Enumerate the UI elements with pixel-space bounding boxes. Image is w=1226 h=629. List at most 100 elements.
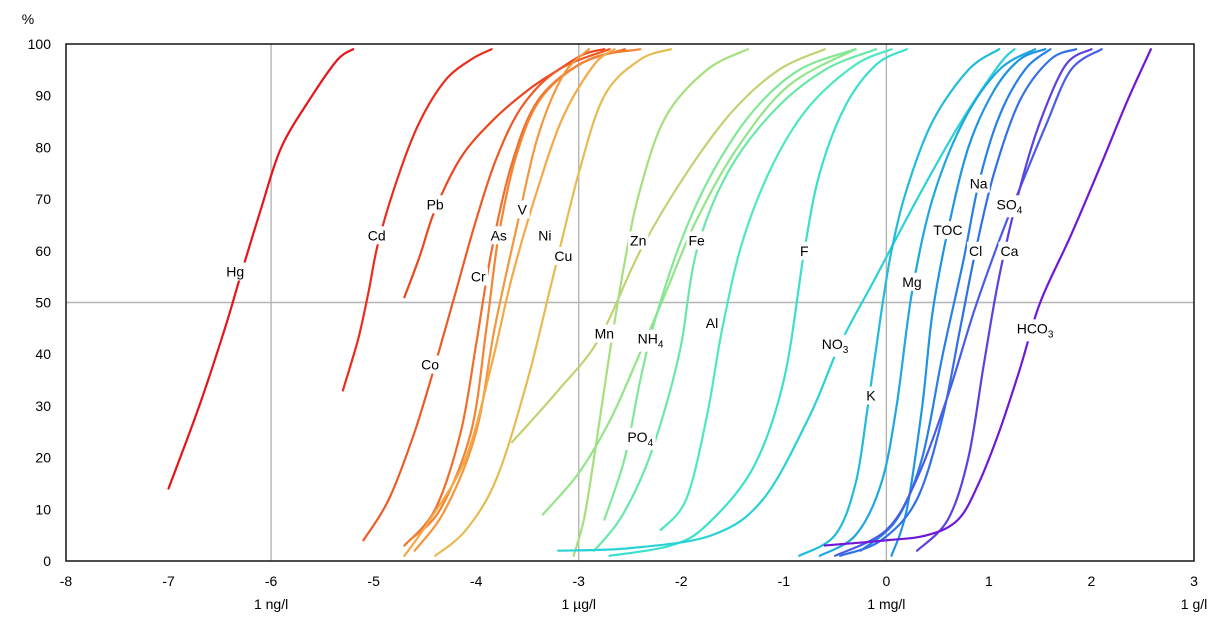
x-tick-label: -5: [367, 573, 380, 589]
y-tick-labels: 0 10 20 30 40 50 60 70 80 90 100: [28, 36, 52, 569]
series-label-text: SO4: [997, 196, 1023, 216]
series-line-cl: [839, 48, 1078, 557]
y-tick-label: 80: [35, 139, 51, 155]
x-unit-label: 1 µg/l: [561, 596, 596, 612]
series-label-v: V: [515, 200, 530, 219]
series-label-bg: [552, 246, 575, 265]
x-tick-label: -7: [162, 573, 175, 589]
series-label-text: NO3: [822, 336, 849, 356]
series-lines: [167, 48, 1152, 557]
series-label-bg: [625, 427, 656, 450]
series-label-bg: [819, 334, 851, 357]
y-tick-label: 30: [35, 398, 51, 414]
x-tick-label: -2: [675, 573, 688, 589]
series-label-k: K: [864, 386, 879, 405]
series-label-toc: TOC: [931, 221, 965, 240]
series-label-text: K: [866, 388, 876, 404]
x-tick-label: -8: [60, 573, 73, 589]
series-label-cr: Cr: [468, 267, 488, 286]
series-label-text: PO4: [627, 429, 653, 449]
series-label-cd: Cd: [365, 226, 388, 245]
series-line-zn: [572, 48, 749, 557]
series-label-f: F: [798, 241, 811, 260]
series-line-al: [659, 48, 893, 532]
series-line-na: [859, 48, 1052, 552]
series-line-ni: [403, 48, 616, 557]
series-label-text: As: [491, 227, 507, 243]
series-label-bg: [1014, 319, 1056, 342]
series-line-v: [413, 48, 591, 552]
x-tick-label: -6: [265, 573, 278, 589]
series-line-toc: [890, 48, 1047, 557]
x-unit-label: 1 mg/l: [867, 596, 905, 612]
series-label-text: Pb: [427, 196, 444, 212]
series-line-mg: [818, 48, 1037, 557]
series-label-ni: Ni: [536, 226, 554, 245]
series-label-text: TOC: [933, 222, 962, 238]
x-tick-label: -1: [778, 573, 791, 589]
y-tick-label: 0: [43, 553, 51, 569]
series-label-bg: [994, 195, 1025, 218]
series-label-bg: [488, 226, 509, 245]
series-label-text: Cr: [471, 269, 486, 285]
series-label-bg: [966, 241, 985, 260]
series-line-cu: [434, 48, 673, 557]
series-label-na: Na: [967, 174, 990, 193]
x-unit-label: 1 g/l: [1181, 596, 1207, 612]
series-label-text: Hg: [226, 263, 244, 279]
series-label-bg: [635, 329, 666, 352]
series-line-fe: [593, 48, 878, 552]
series-label-no3: NO3: [819, 334, 851, 357]
series-label-bg: [419, 355, 442, 374]
series-line-cd: [341, 48, 493, 392]
series-label-text: Zn: [630, 232, 646, 248]
series-label-text: Fe: [688, 232, 705, 248]
series-label-po4: PO4: [625, 427, 656, 450]
series-label-al: Al: [703, 314, 721, 333]
x-tick-label: -3: [573, 573, 586, 589]
series-label-bg: [703, 314, 721, 333]
series-label-text: Na: [970, 176, 988, 192]
series-line-mn: [511, 48, 826, 444]
series-label-ca: Ca: [998, 241, 1021, 260]
y-tick-label: 20: [35, 450, 51, 466]
series-label-fe: Fe: [686, 231, 708, 250]
series-label-text: F: [800, 243, 809, 259]
series-label-cu: Cu: [552, 246, 575, 265]
series-label-text: V: [518, 201, 528, 217]
x-tick-label: 1: [985, 573, 993, 589]
series-label-mn: Mn: [592, 324, 617, 343]
x-unit-labels: 1 ng/l 1 µg/l 1 mg/l 1 g/l: [254, 596, 1207, 612]
series-line-co: [362, 48, 611, 542]
series-label-hg: Hg: [224, 262, 247, 281]
x-tick-labels: -8 -7 -6 -5 -4 -3 -2 -1 0 1 2 3: [60, 573, 1198, 589]
series-label-pb: Pb: [424, 195, 446, 214]
series-label-bg: [864, 386, 879, 405]
series-label-bg: [224, 262, 247, 281]
series-line-pb: [403, 48, 606, 299]
series-line-po4: [541, 48, 857, 516]
x-unit-label: 1 ng/l: [254, 596, 288, 612]
series-label-cl: Cl: [966, 241, 985, 260]
series-label-bg: [424, 195, 446, 214]
plot-frame: [65, 43, 1195, 562]
series-line-hg: [167, 48, 355, 490]
y-tick-label: 70: [35, 191, 51, 207]
series-label-so4: SO4: [994, 195, 1025, 218]
y-tick-label: 10: [35, 501, 51, 517]
y-tick-label: 50: [35, 295, 51, 311]
series-label-text: Cd: [368, 227, 386, 243]
series-line-no3: [557, 48, 1016, 552]
series-label-text: Ca: [1000, 243, 1018, 259]
x-tick-label: 3: [1190, 573, 1198, 589]
series-label-text: Mn: [595, 326, 614, 342]
x-tick-label: 0: [882, 573, 890, 589]
series-label-text: Ni: [538, 227, 551, 243]
series-label-bg: [998, 241, 1021, 260]
series-label-text: Mg: [902, 274, 921, 290]
y-tick-label: 100: [28, 36, 52, 52]
series-label-as: As: [488, 226, 509, 245]
series-label-bg: [798, 241, 811, 260]
series-label-text: Co: [421, 357, 439, 373]
